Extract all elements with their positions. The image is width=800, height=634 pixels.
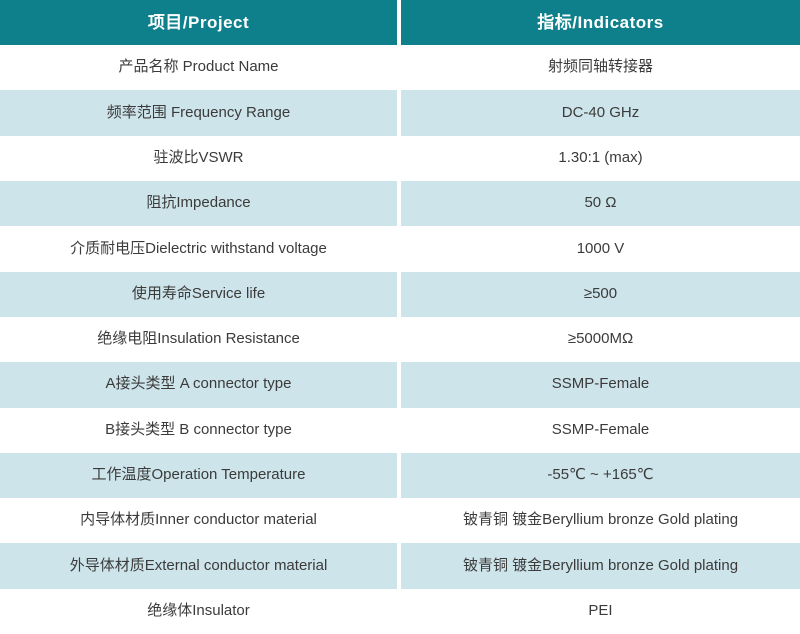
indicator-cell: DC-40 GHz	[561, 103, 640, 121]
table-row: 频率范围 Frequency Range DC-40 GHz	[0, 90, 800, 136]
table-row: 绝缘体Insulator PEI	[0, 588, 800, 634]
table-row: 产品名称 Product Name 射频同轴转接器	[0, 45, 800, 91]
project-cell: 产品名称 Product Name	[0, 45, 401, 91]
project-cell: 工作温度Operation Temperature	[0, 452, 401, 499]
project-cell: 外导体材质External conductor material	[0, 543, 401, 589]
table-row: 阻抗Impedance 50 Ω	[0, 180, 800, 227]
indicator-cell: -55℃ ~ +165℃	[547, 466, 654, 484]
table-row: A接头类型 A connector type SSMP-Female	[0, 362, 800, 408]
header-cell-project: 项目/Project	[0, 0, 401, 45]
indicator-cell: 铍青铜 镀金Beryllium bronze Gold plating	[462, 511, 739, 529]
project-cell: 内导体材质Inner conductor material	[0, 498, 401, 544]
project-cell: 绝缘体Insulator	[0, 588, 401, 634]
indicator-cell: SSMP-Female	[551, 420, 650, 438]
indicator-cell: 铍青铜 镀金Beryllium bronze Gold plating	[462, 556, 739, 574]
project-cell: 阻抗Impedance	[0, 180, 401, 227]
table-header-row: 项目/Project 指标/Indicators	[0, 0, 800, 45]
project-cell: 频率范围 Frequency Range	[0, 90, 401, 136]
indicator-cell: ≥5000MΩ	[567, 330, 634, 348]
table-row: 绝缘电阻Insulation Resistance ≥5000MΩ	[0, 316, 800, 363]
table-row: 工作温度Operation Temperature -55℃ ~ +165℃	[0, 452, 800, 499]
table-row: 外导体材质External conductor material 铍青铜 镀金Be…	[0, 543, 800, 589]
indicator-cell: 1.30:1 (max)	[558, 148, 643, 166]
indicator-cell: ≥500	[583, 284, 618, 302]
table-row: 使用寿命Service life ≥500	[0, 271, 800, 317]
indicator-cell: SSMP-Female	[551, 375, 650, 393]
project-cell: A接头类型 A connector type	[0, 362, 401, 408]
indicator-cell: 50 Ω	[584, 194, 617, 212]
project-cell: 使用寿命Service life	[0, 271, 401, 317]
header-cell-indicator: 指标/Indicators	[537, 12, 664, 32]
table-row: 介质耐电压Dielectric withstand voltage 1000 V	[0, 226, 800, 272]
project-cell: B接头类型 B connector type	[0, 407, 401, 453]
table-body: 产品名称 Product Name 射频同轴转接器频率范围 Frequency R…	[0, 45, 800, 634]
table-row: 驻波比VSWR 1.30:1 (max)	[0, 135, 800, 181]
indicator-cell: PEI	[588, 602, 613, 620]
project-cell: 绝缘电阻Insulation Resistance	[0, 316, 401, 363]
project-cell: 驻波比VSWR	[0, 135, 401, 181]
project-cell: 介质耐电压Dielectric withstand voltage	[0, 226, 401, 272]
indicator-cell: 射频同轴转接器	[547, 58, 653, 76]
table-row: 内导体材质Inner conductor material 铍青铜 镀金Beryl…	[0, 498, 800, 544]
table-row: B接头类型 B connector type SSMP-Female	[0, 407, 800, 453]
indicator-cell: 1000 V	[576, 239, 625, 257]
